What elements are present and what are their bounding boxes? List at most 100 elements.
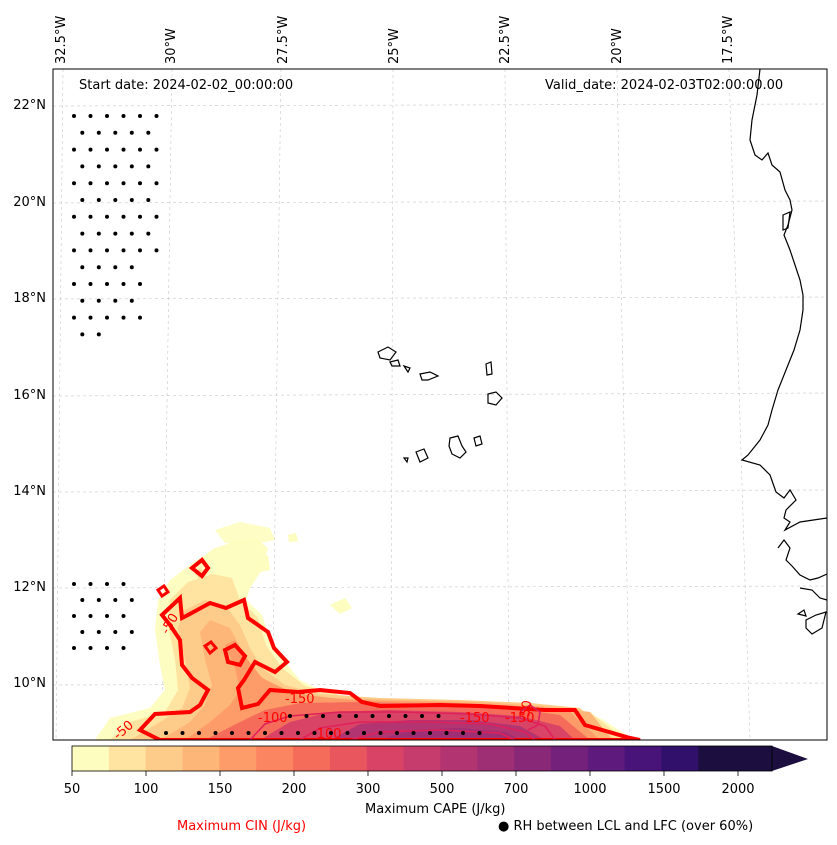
lat-label-16n: 16°N [13, 388, 46, 403]
rh-dot [72, 181, 76, 186]
rh-dot [362, 731, 366, 735]
rh-dot [121, 646, 126, 650]
rh-dot [96, 231, 101, 236]
rh-dot [312, 731, 317, 735]
colorbar-ticks [71, 771, 739, 776]
cin-contours [136, 557, 641, 740]
lat-label-12n: 12°N [13, 580, 46, 595]
rh-dot [337, 714, 342, 718]
cin-label-5: -150 [460, 711, 490, 726]
cin-label-4: -100 [312, 727, 342, 742]
rh-dot [296, 731, 300, 735]
colorbar-label: Maximum CAPE (J/kg) [365, 802, 506, 817]
rh-dot [88, 646, 93, 650]
rh-dot [230, 731, 234, 735]
rh-dot [121, 181, 126, 186]
rh-dot [129, 298, 134, 303]
rh-dot [370, 714, 375, 718]
rh-dot [444, 731, 449, 735]
rh-dot [96, 598, 101, 602]
rh-dot [72, 315, 76, 320]
rh-dot [129, 231, 134, 236]
colorbar-swatch [145, 746, 184, 771]
colorbar-swatch [550, 746, 589, 771]
lon-label-25w: 25°W [387, 28, 402, 64]
rh-dot [121, 147, 126, 152]
rh-dot [197, 731, 201, 735]
rh-dot [129, 265, 134, 270]
start-date-label: Start date: 2024-02-02_00:00:00 [79, 78, 294, 93]
rh-dot [477, 731, 482, 735]
rh-dot-field [72, 114, 482, 735]
rh-dot [105, 646, 109, 650]
rh-dot [72, 214, 76, 219]
colorbar-swatch [735, 746, 773, 771]
rh-dot [72, 614, 76, 618]
colorbar-swatch [587, 746, 626, 771]
rh-dot [80, 231, 85, 236]
rh-dot [164, 731, 168, 735]
colorbar-swatch [698, 746, 736, 771]
rh-dot [113, 298, 118, 303]
lat-label-20n: 20°N [13, 195, 46, 210]
rh-dot [146, 231, 151, 236]
rh-dot [72, 114, 76, 118]
rh-dot [121, 614, 126, 618]
colorbar-swatch [624, 746, 662, 771]
rh-dot [113, 265, 118, 270]
rh-dot [129, 630, 134, 634]
rh-dot [138, 248, 142, 253]
rh-dot [138, 214, 142, 219]
colorbar-tick-100: 100 [133, 782, 159, 797]
rh-dot [80, 298, 85, 303]
rh-dot [80, 630, 85, 634]
rh-dot [345, 731, 350, 735]
rh-dot [72, 646, 76, 650]
rh-dot [105, 181, 109, 186]
rh-dot [354, 714, 358, 718]
rh-dot [329, 731, 333, 735]
cape-colorbar [72, 746, 773, 771]
rh-dot [72, 147, 76, 152]
rh-dot [105, 114, 109, 118]
rh-dot [88, 147, 93, 152]
rh-dot [154, 147, 159, 152]
cin-label-6: -150 [505, 711, 535, 726]
cin-legend-label: Maximum CIN (J/kg) [177, 819, 307, 834]
rh-dot [72, 248, 76, 253]
rh-dot [96, 198, 101, 202]
rh-dot [304, 714, 309, 718]
rh-dot [105, 214, 109, 219]
rh-dot [213, 731, 218, 735]
rh-dot [96, 332, 101, 337]
rh-dot [105, 315, 109, 320]
rh-dot [138, 315, 142, 320]
colorbar-outline [71, 745, 773, 772]
rh-dot [154, 181, 159, 186]
rh-dot [129, 130, 134, 135]
rh-dot [420, 714, 424, 718]
valid-date-label: Valid_date: 2024-02-03T02:00:00.00 [545, 78, 784, 93]
rh-dot [321, 714, 325, 718]
rh-dot [80, 598, 85, 602]
colorbar-extend-arrow [772, 746, 808, 771]
lon-label-27-5w: 27.5°W [276, 15, 291, 64]
colorbar-swatch [366, 746, 405, 771]
colorbar-tick-1500: 1500 [647, 782, 681, 797]
rh-dot [121, 282, 126, 286]
colorbar-tick-500: 500 [429, 782, 455, 797]
rh-dot [403, 714, 408, 718]
rh-dot [461, 731, 465, 735]
rh-dot [88, 282, 93, 286]
rh-dot [88, 114, 93, 118]
rh-legend-label: ● RH between LCL and LFC (over 60%) [498, 819, 754, 834]
rh-dot [113, 598, 118, 602]
colorbar-tick-2000: 2000 [721, 782, 755, 797]
lat-label-22n: 22°N [13, 98, 46, 113]
rh-dot [279, 731, 284, 735]
rh-dot [88, 582, 93, 586]
rh-dot [80, 265, 85, 270]
colorbar-swatch [182, 746, 220, 771]
rh-dot [105, 147, 109, 152]
